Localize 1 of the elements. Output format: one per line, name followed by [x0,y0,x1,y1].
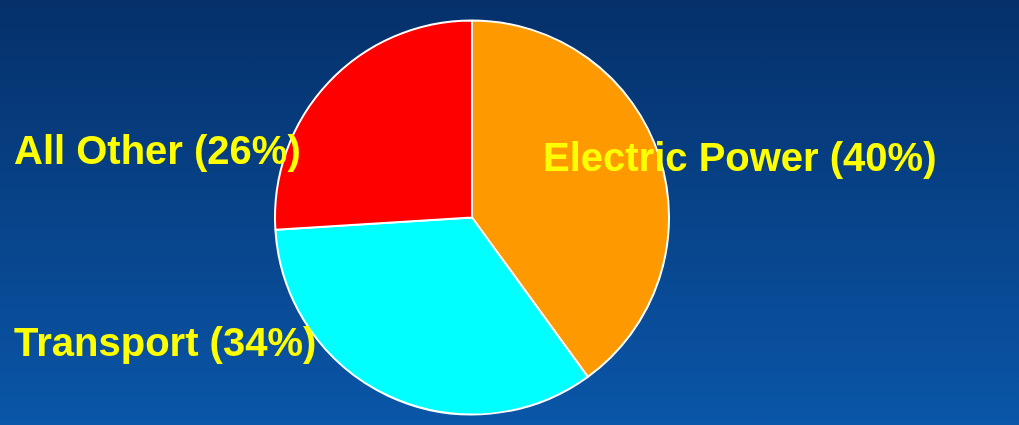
slice-label: Transport (34%) [14,320,317,365]
